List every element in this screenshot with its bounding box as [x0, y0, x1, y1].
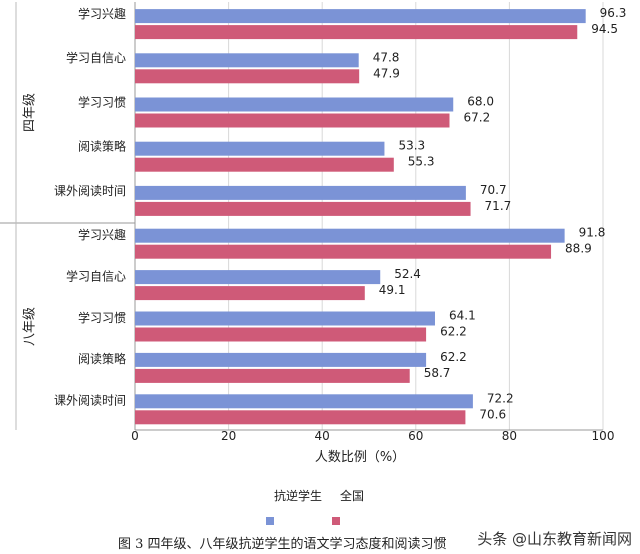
value-label-1-1-1: 49.1	[379, 283, 406, 297]
value-label-1-3-0: 62.2	[440, 350, 467, 364]
category-labels: 学习兴趣学习自信心学习习惯阅读策略课外阅读时间学习兴趣学习自信心学习习惯阅读策略…	[54, 6, 126, 408]
bar-1-0-0	[135, 228, 565, 243]
value-label-0-2-0: 68.0	[467, 95, 494, 109]
value-label-1-2-1: 62.2	[440, 325, 467, 339]
value-label-1-2-0: 64.1	[449, 309, 476, 323]
category-label-0-1: 学习自信心	[66, 50, 126, 65]
legend-swatch-1	[332, 517, 340, 525]
bar-0-4-0	[135, 185, 466, 200]
category-label-1-4: 课外阅读时间	[54, 394, 126, 408]
bar-1-3-0	[135, 352, 427, 367]
x-axis-label: 人数比例（%）	[315, 450, 405, 465]
value-label-1-3-1: 58.7	[424, 366, 451, 380]
x-tick-label-4: 80	[502, 429, 517, 443]
figure-caption: 图 3 四年级、八年级抗逆学生的语文学习态度和阅读习惯 头条 @山东教育新闻网	[0, 528, 640, 554]
value-label-1-4-1: 70.6	[479, 407, 506, 421]
bar-1-1-0	[135, 270, 381, 285]
bar-0-4-1	[135, 201, 471, 216]
category-label-0-4: 课外阅读时间	[54, 184, 126, 198]
x-tick-label-5: 100	[592, 429, 615, 443]
watermark: 头条 @山东教育新闻网	[477, 530, 632, 548]
chart: 学习兴趣学习自信心学习习惯阅读策略课外阅读时间学习兴趣学习自信心学习习惯阅读策略…	[0, 2, 627, 525]
bar-1-2-1	[135, 327, 427, 342]
legend: 抗逆学生 全国	[266, 488, 364, 525]
value-label-1-0-0: 91.8	[579, 226, 606, 240]
bar-1-1-1	[135, 286, 365, 301]
bar-1-0-1	[135, 244, 552, 259]
bar-0-1-1	[135, 69, 360, 84]
value-label-0-0-1: 94.5	[591, 22, 618, 36]
x-tick-label-1: 20	[221, 429, 236, 443]
value-label-1-0-1: 88.9	[565, 242, 592, 256]
group-label-0: 四年级	[23, 93, 38, 132]
category-label-0-2: 学习习惯	[78, 94, 126, 109]
value-label-0-2-1: 67.2	[463, 111, 490, 125]
bar-1-3-1	[135, 368, 410, 383]
category-label-1-3: 阅读策略	[78, 351, 126, 366]
legend-swatch-0	[266, 517, 274, 525]
bar-0-0-1	[135, 25, 578, 40]
value-label-0-1-0: 47.8	[373, 50, 400, 64]
bar-0-3-1	[135, 157, 394, 172]
x-tick-label-2: 40	[315, 429, 330, 443]
category-label-1-0: 学习兴趣	[78, 227, 126, 242]
bar-0-2-1	[135, 113, 450, 128]
x-tick-labels: 0 20 40 60 80 100	[131, 429, 614, 443]
category-label-0-3: 阅读策略	[78, 139, 126, 154]
value-labels: 96.3 94.5 47.8 47.9 68.0 67.2 53.3 55.3 70.7 71.7…	[373, 6, 627, 421]
bar-1-4-0	[135, 394, 473, 409]
x-tick-label-3: 60	[408, 429, 423, 443]
bar-0-3-0	[135, 141, 385, 156]
category-label-1-2: 学习习惯	[78, 310, 126, 325]
bar-0-2-0	[135, 97, 454, 112]
category-label-0-0: 学习兴趣	[78, 6, 126, 21]
caption-text: 图 3 四年级、八年级抗逆学生的语文学习态度和阅读习惯	[118, 537, 447, 552]
bar-1-2-0	[135, 311, 435, 326]
category-label-1-1: 学习自信心	[66, 268, 126, 283]
value-label-0-4-0: 70.7	[480, 183, 507, 197]
legend-label-1: 全国	[340, 488, 364, 503]
value-label-0-3-0: 53.3	[398, 139, 425, 153]
bar-1-4-1	[135, 410, 466, 425]
value-label-0-3-1: 55.3	[408, 155, 435, 169]
value-label-1-4-0: 72.2	[487, 391, 514, 405]
bars	[135, 9, 586, 425]
group-label-1: 八年级	[23, 307, 38, 346]
x-tick-label-0: 0	[131, 429, 139, 443]
value-label-1-1-0: 52.4	[394, 267, 421, 281]
value-label-0-4-1: 71.7	[485, 199, 512, 213]
value-label-0-1-1: 47.9	[373, 66, 400, 80]
bar-0-1-0	[135, 53, 359, 68]
value-label-0-0-0: 96.3	[600, 6, 627, 20]
legend-label-0: 抗逆学生	[274, 488, 322, 503]
bar-0-0-0	[135, 9, 586, 24]
